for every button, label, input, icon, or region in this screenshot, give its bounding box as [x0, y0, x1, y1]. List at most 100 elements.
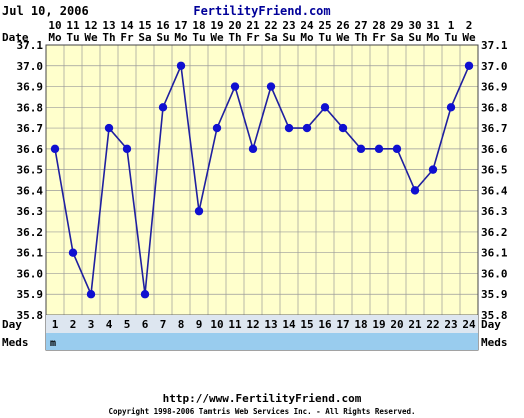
- date-label: 10: [48, 19, 61, 32]
- date-label: 21: [246, 19, 260, 32]
- temperature-point: [428, 165, 438, 174]
- temperature-series: [50, 61, 474, 299]
- temperature-point: [212, 123, 222, 133]
- date-label: 1: [448, 19, 455, 32]
- date-label: 19: [210, 19, 223, 32]
- y-tick-label-left: 36.8: [17, 101, 44, 114]
- y-tick-label-left: 36.4: [17, 184, 44, 197]
- y-tick-label-left: 36.7: [17, 122, 44, 135]
- cycle-day-label: 23: [444, 318, 457, 331]
- weekday-label: Mo: [300, 31, 314, 44]
- weekday-label: We: [84, 31, 98, 44]
- date-label: 11: [66, 19, 80, 32]
- date-label: 18: [192, 19, 205, 32]
- weekday-label: We: [210, 31, 224, 44]
- date-label: 23: [282, 19, 295, 32]
- temperature-point: [284, 123, 294, 133]
- y-tick-label-right: 35.8: [481, 309, 508, 322]
- y-tick-label-right: 36.5: [481, 164, 508, 177]
- temperature-point: [248, 144, 258, 154]
- date-label: 15: [138, 19, 151, 32]
- cycle-day-label: 19: [372, 318, 385, 331]
- y-tick-label-left: 36.3: [17, 205, 44, 218]
- weekday-label: Fr: [246, 31, 260, 44]
- chart-date: Jul 10, 2006: [2, 4, 89, 18]
- weekday-label: Su: [408, 31, 421, 44]
- y-tick-label-right: 36.6: [481, 143, 508, 156]
- y-tick-label-left: 36.5: [17, 164, 44, 177]
- cycle-day-label: 13: [264, 318, 277, 331]
- meds-row-label-right: Meds: [481, 336, 508, 349]
- temperature-point: [122, 144, 132, 154]
- cycle-day-label: 8: [178, 318, 185, 331]
- temperature-point: [104, 123, 114, 133]
- cycle-day-label: 6: [142, 318, 149, 331]
- y-tick-label-right: 36.9: [481, 81, 508, 94]
- temperature-point: [158, 103, 168, 112]
- weekday-label: Th: [228, 31, 241, 44]
- date-label: 12: [84, 19, 97, 32]
- date-label: 28: [372, 19, 385, 32]
- temperature-point: [464, 61, 474, 70]
- temperature-point: [338, 123, 348, 133]
- day-row-label-right: Day: [481, 318, 501, 331]
- cycle-day-label: 22: [426, 318, 439, 331]
- weekday-label: Mo: [174, 31, 188, 44]
- temperature-point: [320, 103, 330, 112]
- temperature-point: [356, 144, 366, 154]
- temperature-point: [446, 103, 456, 112]
- cycle-day-label: 12: [246, 318, 259, 331]
- weekday-label: Tu: [444, 31, 457, 44]
- weekday-label: Fr: [120, 31, 134, 44]
- cycle-day-label: 14: [282, 318, 296, 331]
- weekday-label: Tu: [66, 31, 79, 44]
- cycle-day-label: 18: [354, 318, 367, 331]
- date-row-label: Date: [2, 31, 29, 44]
- footer-copyright: Copyright 1998-2006 Tamtris Web Services…: [108, 407, 415, 416]
- temperature-point: [140, 290, 150, 299]
- date-label: 26: [336, 19, 350, 32]
- cycle-day-label: 15: [300, 318, 313, 331]
- weekday-label: Sa: [138, 31, 151, 44]
- weekday-label: Th: [354, 31, 367, 44]
- y-tick-label-right: 36.2: [481, 226, 508, 239]
- temperature-point: [302, 123, 312, 133]
- cycle-day-label: 9: [196, 318, 203, 331]
- temperature-point: [50, 144, 60, 154]
- weekday-label: Sa: [264, 31, 277, 44]
- y-tick-label-right: 36.0: [481, 267, 508, 280]
- cycle-day-label: 1: [52, 318, 59, 331]
- y-tick-label-right: 37.1: [481, 39, 508, 52]
- temperature-line: [54, 62, 470, 298]
- temperature-point: [266, 82, 276, 91]
- date-label: 30: [408, 19, 421, 32]
- meds-entry: m: [50, 338, 56, 349]
- weekday-label: Th: [102, 31, 115, 44]
- cycle-day-label: 17: [336, 318, 349, 331]
- y-tick-label-left: 37.1: [17, 39, 44, 52]
- cycle-day-label: 7: [160, 318, 167, 331]
- temperature-point: [410, 186, 420, 195]
- date-label: 16: [156, 19, 170, 32]
- weekday-label: Mo: [426, 31, 440, 44]
- temperature-point: [176, 61, 186, 70]
- y-tick-label-right: 35.9: [481, 288, 508, 301]
- date-label: 17: [174, 19, 187, 32]
- weekday-label: Fr: [372, 31, 386, 44]
- weekday-label: Su: [156, 31, 169, 44]
- date-label: 31: [426, 19, 440, 32]
- y-tick-label-right: 36.7: [481, 122, 508, 135]
- date-label: 22: [264, 19, 277, 32]
- date-label: 20: [228, 19, 241, 32]
- cycle-day-label: 21: [408, 318, 422, 331]
- footer-url[interactable]: http://www.FertilityFriend.com: [163, 392, 362, 405]
- day-row-background: [46, 315, 478, 333]
- temperature-point: [194, 206, 204, 216]
- y-tick-label-right: 37.0: [481, 60, 508, 73]
- brand-title: FertilityFriend.com: [193, 4, 330, 18]
- cycle-day-label: 20: [390, 318, 403, 331]
- date-label: 14: [120, 19, 134, 32]
- weekday-label: Tu: [318, 31, 331, 44]
- y-tick-label-left: 36.6: [17, 143, 44, 156]
